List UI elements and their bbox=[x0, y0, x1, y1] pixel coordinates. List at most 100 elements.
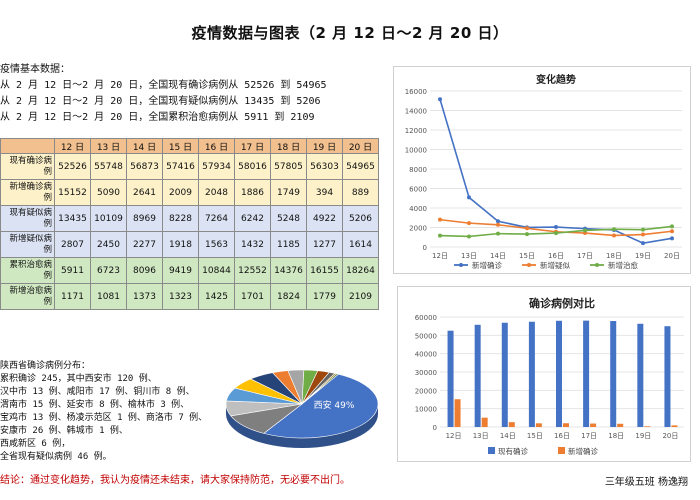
data-point bbox=[496, 219, 500, 224]
province-line: 安康市 26 例、韩城市 1 例、 bbox=[0, 426, 128, 436]
table-row-label: 新增治愈病例 bbox=[0, 283, 55, 310]
data-point bbox=[641, 232, 645, 237]
data-point bbox=[670, 229, 674, 234]
table-cell: 14376 bbox=[270, 257, 307, 284]
data-point bbox=[467, 221, 471, 226]
legend-label: 新增治愈 bbox=[608, 260, 638, 270]
table-row: 新增疑似病例 2807 2450 2277 1918 1563 1432 1185 1277 16… bbox=[0, 231, 379, 258]
table-row-label: 累积治愈病例 bbox=[0, 257, 55, 284]
data-point bbox=[438, 217, 442, 222]
intro-section: 疫情基本数据： 从 2 月 12 日～2 月 20 日，全国现有确诊病例从 52… bbox=[0, 62, 380, 126]
table-cell: 2009 bbox=[162, 179, 199, 206]
bar bbox=[617, 423, 624, 427]
y-tick-label: 6000 bbox=[409, 186, 427, 194]
x-tick-label: 19日 bbox=[635, 252, 651, 260]
table-row-label: 新增疑似病例 bbox=[0, 231, 55, 258]
table-cell: 10109 bbox=[90, 205, 127, 232]
legend-label: 新增疑似 bbox=[540, 260, 570, 270]
table-cell: 10844 bbox=[198, 257, 235, 284]
bar bbox=[664, 326, 671, 427]
table-col-header: 20 日 bbox=[342, 138, 379, 154]
table-cell: 1701 bbox=[234, 283, 271, 310]
y-tick-label: 10000 bbox=[415, 406, 437, 414]
table-cell: 56873 bbox=[126, 153, 163, 180]
y-tick-label: 0 bbox=[423, 244, 427, 252]
y-tick-label: 8000 bbox=[409, 166, 427, 174]
y-tick-label: 0 bbox=[433, 424, 437, 432]
table-cell: 1171 bbox=[54, 283, 91, 310]
table-cell: 1432 bbox=[234, 231, 271, 258]
data-point bbox=[525, 232, 529, 237]
table-row: 新增治愈病例 1171 1081 1373 1323 1425 1701 1824 1779 21… bbox=[0, 283, 379, 310]
table-cell: 8969 bbox=[126, 205, 163, 232]
x-tick-label: 16日 bbox=[554, 432, 570, 440]
x-tick-label: 14日 bbox=[500, 432, 516, 440]
y-tick-label: 4000 bbox=[409, 205, 427, 213]
table-cell: 18264 bbox=[342, 257, 379, 284]
table-col-header: 19 日 bbox=[306, 138, 343, 154]
table-col-header: 16 日 bbox=[198, 138, 235, 154]
table-row-label: 现有确诊病例 bbox=[0, 153, 55, 180]
x-tick-label: 18日 bbox=[606, 252, 622, 260]
data-table: 12 日 13 日 14 日 15 日 16 日 17 日 18 日 19 日 … bbox=[0, 138, 379, 310]
bar-chart-title: 确诊病例对比 bbox=[529, 296, 595, 310]
pie-rim bbox=[226, 404, 378, 448]
data-point bbox=[438, 97, 442, 102]
table-cell: 57934 bbox=[198, 153, 235, 180]
table-cell: 2450 bbox=[90, 231, 127, 258]
province-section: 陕西省确诊病例分布： 累积确诊 245，其中西安市 120 例、 汉中市 13 … bbox=[0, 360, 222, 464]
table-cell: 889 bbox=[342, 179, 379, 206]
bar bbox=[535, 423, 542, 427]
x-tick-label: 13日 bbox=[461, 252, 477, 260]
table-cell: 56303 bbox=[306, 153, 343, 180]
province-line: 渭南市 15 例、延安市 8 例、榆林市 3 例、 bbox=[0, 400, 190, 410]
legend-marker bbox=[595, 263, 599, 267]
table-header-row: 12 日 13 日 14 日 15 日 16 日 17 日 18 日 19 日 … bbox=[0, 138, 379, 154]
x-tick-label: 12日 bbox=[446, 432, 462, 440]
table-cell: 5090 bbox=[90, 179, 127, 206]
table-cell: 1425 bbox=[198, 283, 235, 310]
bar bbox=[563, 423, 569, 427]
x-tick-label: 17日 bbox=[577, 252, 593, 260]
line-chart-svg: 变化趋势 0 2000 4000 6000 8000 10000 12000 14000 1600… bbox=[405, 73, 682, 270]
table-cell: 1918 bbox=[162, 231, 199, 258]
y-tick-label: 20000 bbox=[415, 387, 437, 395]
table-cell: 5248 bbox=[270, 205, 307, 232]
bar bbox=[644, 426, 651, 427]
y-tick-label: 30000 bbox=[415, 369, 437, 377]
x-tick-label: 19日 bbox=[635, 432, 651, 440]
data-point bbox=[496, 222, 500, 227]
table-cell: 52526 bbox=[54, 153, 91, 180]
table-cell: 9419 bbox=[162, 257, 199, 284]
bar bbox=[637, 323, 644, 427]
table-cell: 58016 bbox=[234, 153, 271, 180]
line-chart: 变化趋势 0 2000 4000 6000 8000 10000 12000 14000 1600… bbox=[393, 66, 691, 274]
table-row: 现有确诊病例 52526 55748 56873 57416 57934 58016 5780… bbox=[0, 153, 379, 180]
table-cell: 16155 bbox=[306, 257, 343, 284]
bar bbox=[671, 425, 678, 427]
table-cell: 2277 bbox=[126, 231, 163, 258]
table-cell: 15152 bbox=[54, 179, 91, 206]
table-col-header: 14 日 bbox=[126, 138, 163, 154]
table-cell: 8096 bbox=[126, 257, 163, 284]
x-tick-label: 20日 bbox=[664, 252, 680, 260]
bar bbox=[481, 417, 488, 427]
table-cell: 1185 bbox=[270, 231, 307, 258]
table-cell: 55748 bbox=[90, 153, 127, 180]
pie-chart: 西安 49% bbox=[214, 360, 384, 460]
bar bbox=[474, 324, 481, 427]
table-cell: 1563 bbox=[198, 231, 235, 258]
table-cell: 6723 bbox=[90, 257, 127, 284]
table-col-header: 18 日 bbox=[270, 138, 307, 154]
table-cell: 1886 bbox=[234, 179, 271, 206]
table-cell: 1323 bbox=[162, 283, 199, 310]
bar bbox=[454, 399, 461, 427]
bar bbox=[556, 320, 562, 427]
table-cell: 57805 bbox=[270, 153, 307, 180]
data-point bbox=[467, 195, 471, 200]
bar bbox=[501, 322, 508, 427]
table-row: 新增确诊病例 15152 5090 2641 2009 2048 1886 1749 394 88… bbox=[0, 179, 379, 206]
intro-line: 从 2 月 12 日～2 月 20 日，全国累积治愈病例从 5911 到 210… bbox=[0, 112, 315, 123]
y-tick-label: 60000 bbox=[415, 314, 437, 322]
x-tick-label: 13日 bbox=[473, 432, 489, 440]
